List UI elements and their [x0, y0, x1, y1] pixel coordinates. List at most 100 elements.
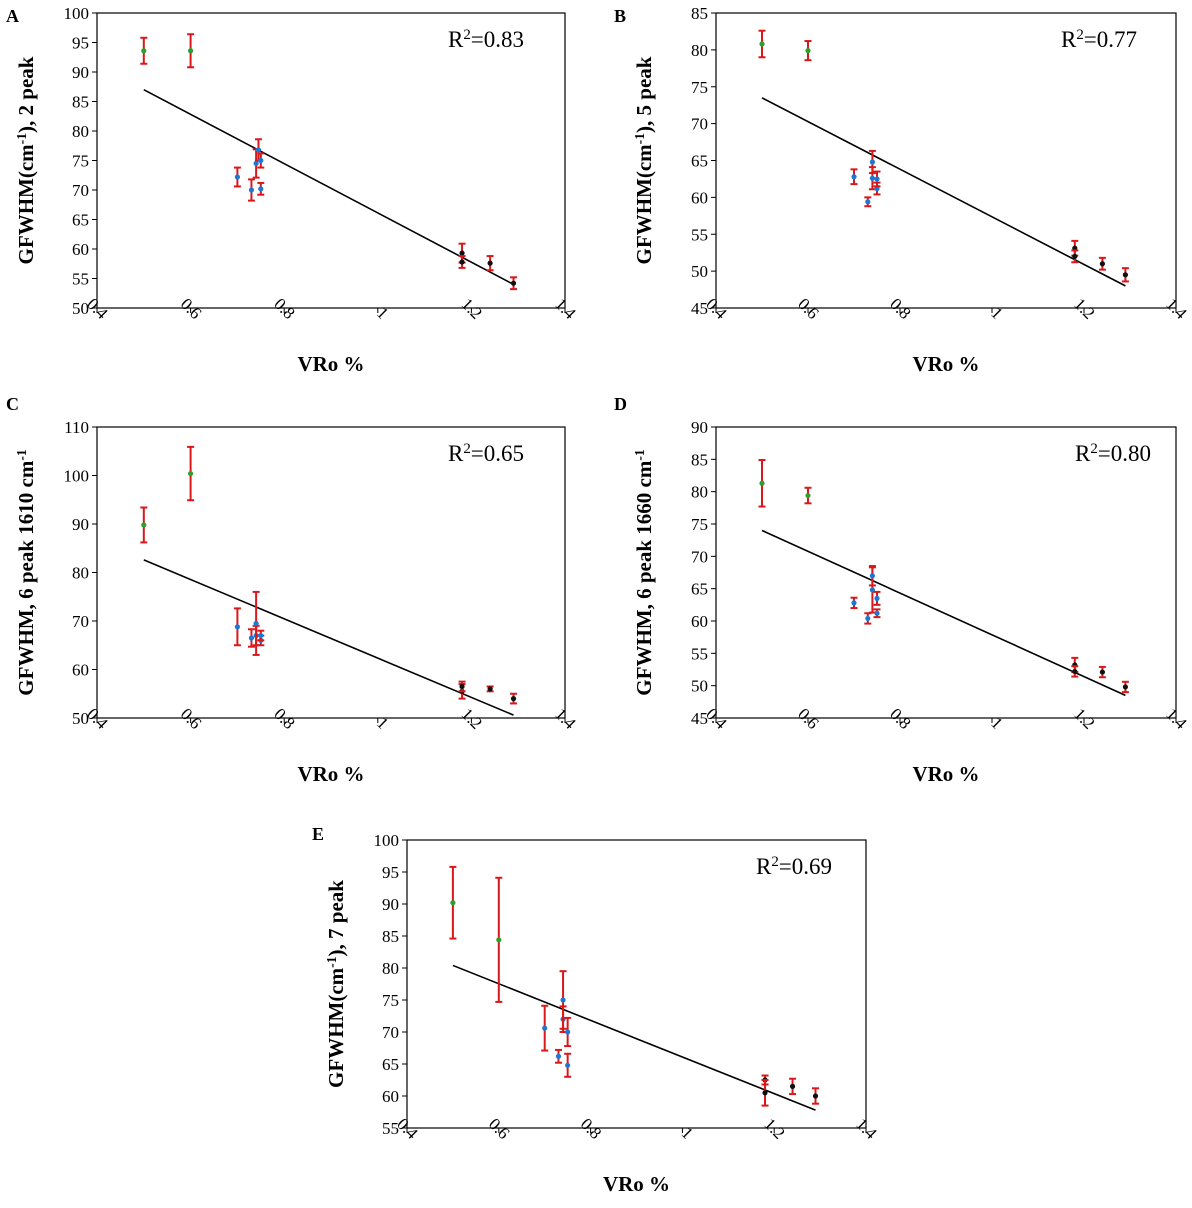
- x-tick-label: 1.4: [551, 294, 580, 323]
- y-tick-label: 55: [72, 270, 89, 289]
- y-tick-label: 85: [382, 927, 399, 946]
- data-point-blue: [253, 160, 259, 167]
- data-point-blue: [542, 1025, 548, 1031]
- data-point-black: [459, 683, 465, 690]
- y-tick-label: 75: [382, 991, 399, 1010]
- data-point-blue: [865, 199, 871, 205]
- y-tick-label: 85: [72, 93, 89, 112]
- panel-label: D: [614, 394, 627, 414]
- data-point-blue: [258, 632, 264, 639]
- y-tick-label: 60: [72, 240, 89, 259]
- y-tick-label: 80: [72, 122, 89, 141]
- panel-label: A: [6, 6, 19, 26]
- y-tick-label: 55: [691, 644, 708, 663]
- data-point-black: [510, 280, 517, 286]
- y-tick-label: 110: [64, 418, 89, 437]
- y-axis-label: GFWHM(cm-1), 5 peak: [632, 56, 657, 264]
- x-axis-label: VRo %: [912, 352, 979, 376]
- r-squared-annotation: R2=0.80: [1075, 441, 1151, 466]
- y-tick-label: 80: [691, 483, 708, 502]
- y-tick-label: 50: [72, 299, 89, 318]
- x-axis-label: VRo %: [297, 762, 364, 786]
- y-tick-label: 90: [691, 418, 708, 437]
- trendline: [761, 529, 1126, 697]
- data-point-blue: [565, 1062, 571, 1068]
- y-tick-label: 75: [691, 78, 708, 97]
- x-tick-label: 0.8: [270, 294, 298, 322]
- data-point-black: [459, 250, 465, 256]
- y-tick-label: 75: [72, 152, 89, 171]
- y-tick-label: 100: [64, 4, 90, 23]
- data-point-black: [1099, 261, 1105, 267]
- x-tick-label: 0.8: [886, 704, 914, 732]
- data-point-black: [1122, 684, 1128, 690]
- r-squared-annotation: R2=0.65: [448, 441, 524, 466]
- y-tick-label: 50: [691, 677, 708, 696]
- y-tick-label: 90: [382, 895, 399, 914]
- data-point-black: [487, 260, 493, 266]
- y-tick-label: 55: [382, 1119, 399, 1138]
- y-tick-label: 95: [72, 34, 89, 53]
- data-point-black: [459, 259, 465, 265]
- panel-label: B: [614, 6, 626, 26]
- trendline: [761, 97, 1126, 287]
- data-point-blue: [869, 159, 876, 165]
- data-point-black: [762, 1090, 768, 1096]
- x-tick-label: 0.8: [886, 294, 914, 322]
- data-point-blue: [874, 176, 880, 182]
- x-axis-label: VRo %: [603, 1172, 670, 1196]
- y-tick-label: 80: [691, 41, 708, 60]
- data-point-blue: [874, 595, 880, 601]
- x-tick-label: 1.4: [1162, 704, 1191, 733]
- data-point-green: [141, 48, 147, 54]
- data-point-blue: [248, 187, 255, 193]
- data-point-black: [789, 1083, 796, 1089]
- x-tick-label: 1: [373, 713, 392, 732]
- data-point-blue: [851, 600, 857, 606]
- y-axis-label: GFWHM(cm-1), 2 peak: [14, 56, 39, 264]
- data-point-green: [188, 48, 194, 54]
- y-tick-label: 60: [691, 612, 708, 631]
- x-tick-label: 1: [373, 303, 392, 322]
- data-point-green: [496, 937, 502, 943]
- data-point-black: [1122, 272, 1128, 278]
- data-point-black: [812, 1093, 819, 1099]
- data-point-green: [141, 522, 147, 528]
- data-point-blue: [248, 635, 255, 641]
- y-tick-label: 80: [72, 564, 89, 583]
- data-point-green: [805, 492, 811, 499]
- plot-frame: [96, 426, 566, 719]
- y-axis-label: GFWHM, 6 peak 1660 cm-1: [632, 449, 657, 696]
- data-point-blue: [869, 175, 876, 181]
- plot-frame: [406, 839, 867, 1129]
- x-tick-label: 1: [987, 303, 1006, 322]
- data-point-green: [450, 900, 456, 906]
- r-squared-annotation: R2=0.69: [756, 854, 832, 879]
- y-axis-label: GFWHM, 6 peak 1610 cm-1: [14, 449, 39, 696]
- x-tick-label: 0.6: [485, 1114, 513, 1142]
- y-axis-label: GFWHM(cm-1), 7 peak: [324, 880, 349, 1088]
- y-tick-label: 65: [691, 580, 708, 599]
- plot-frame: [715, 12, 1177, 309]
- x-tick-label: 0.6: [177, 294, 205, 322]
- y-tick-label: 90: [72, 515, 89, 534]
- x-tick-label: 1.4: [1162, 294, 1191, 323]
- data-point-blue: [258, 157, 264, 164]
- y-tick-label: 70: [382, 1023, 399, 1042]
- y-tick-label: 100: [64, 467, 90, 486]
- x-tick-label: 0.6: [177, 704, 205, 732]
- data-point-blue: [555, 1053, 562, 1059]
- data-point-blue: [865, 615, 871, 622]
- x-tick-label: 0.6: [794, 704, 822, 732]
- y-tick-label: 50: [691, 262, 708, 281]
- data-point-blue: [258, 186, 264, 192]
- x-axis-label: VRo %: [912, 762, 979, 786]
- data-point-blue: [253, 620, 259, 627]
- x-tick-label: 1.2: [760, 1114, 788, 1142]
- data-point-blue: [255, 147, 262, 153]
- x-tick-label: 1: [987, 713, 1006, 732]
- trendline: [143, 88, 514, 286]
- y-tick-label: 80: [382, 959, 399, 978]
